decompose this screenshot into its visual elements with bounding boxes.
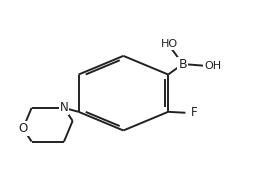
Text: N: N [59,101,68,114]
Text: HO: HO [161,39,178,49]
Text: B: B [178,57,187,70]
Text: OH: OH [204,61,221,71]
Text: F: F [191,106,197,119]
Text: O: O [18,122,28,135]
